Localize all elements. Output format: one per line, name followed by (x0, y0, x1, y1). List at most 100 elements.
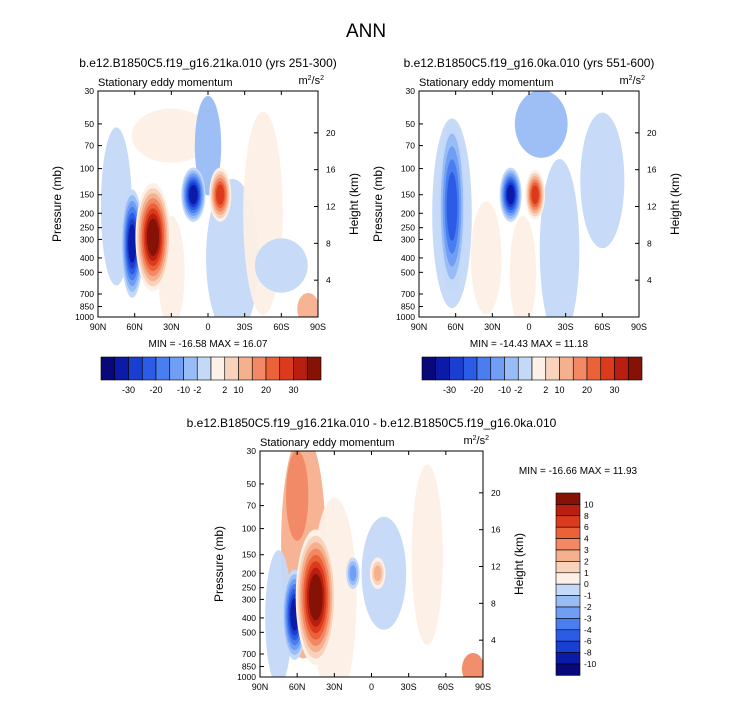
contour-band (461, 652, 483, 677)
colorbar-label: -2 (514, 385, 522, 395)
colorbar-box (462, 356, 478, 381)
y2-tick-label: 20 (326, 128, 336, 138)
contour-band (254, 238, 308, 293)
contour-feature (373, 565, 382, 582)
y-tick-label: 250 (242, 583, 256, 593)
x-tick-label: 30S (237, 322, 253, 332)
y2-axis-title: Height (km) (347, 173, 361, 235)
x-tick-label: 30N (326, 682, 343, 692)
y-tick-label: 700 (242, 649, 256, 659)
colorbar-label: 20 (582, 385, 592, 395)
colorbar-box (555, 606, 581, 619)
y2-tick-label: 12 (647, 202, 657, 212)
contour-band (539, 158, 580, 317)
contour-field (100, 95, 318, 317)
x-tick-label: 0 (526, 322, 531, 332)
panel-variable-label: Stationary eddy momentum (260, 437, 395, 449)
panel-title: b.e12.B1850C5.f19_g16.21ka.010 (yrs 251-… (79, 56, 337, 70)
contour-feature (128, 224, 137, 263)
contour-feature (146, 218, 160, 256)
x-tick-label: 30N (484, 322, 501, 332)
y2-tick-label: 16 (491, 525, 501, 535)
contour-band (194, 95, 222, 196)
y-tick-label: 400 (80, 253, 94, 263)
contour-band (580, 112, 625, 249)
colorbar-label: 20 (261, 385, 271, 395)
colorbar-box (421, 356, 437, 381)
y-tick-label: 70 (85, 141, 95, 151)
y-tick-label: 30 (247, 446, 257, 456)
contour-band (265, 550, 292, 677)
panel-variable-label: Stationary eddy momentum (98, 77, 233, 89)
y-tick-label: 850 (80, 302, 94, 312)
y-tick-label: 500 (242, 627, 256, 637)
colorbar-box (555, 492, 581, 505)
y-tick-label: 150 (401, 190, 415, 200)
colorbar-label: 30 (609, 385, 619, 395)
y2-axis-title: Height (km) (668, 173, 682, 235)
colorbar-label: 10 (554, 385, 564, 395)
y2-tick-label: 12 (326, 202, 336, 212)
colorbar-box (572, 356, 588, 381)
x-tick-label: 60S (438, 682, 454, 692)
contour-band (514, 91, 568, 158)
y-tick-label: 200 (401, 208, 415, 218)
colorbar-label: 2 (222, 385, 227, 395)
contour-band (470, 201, 502, 315)
x-tick-label: 60S (273, 322, 289, 332)
units-label: m2/s2 (619, 75, 645, 87)
colorbar-box (196, 356, 212, 381)
y-tick-label: 70 (247, 501, 257, 511)
colorbar-box (555, 572, 581, 585)
panel-title: b.e12.B1850C5.f19_g16.21ka.010 - b.e12.B… (187, 416, 557, 430)
colorbar-box (128, 356, 143, 381)
colorbar-box (210, 356, 226, 381)
y-tick-label: 300 (401, 234, 415, 244)
contour-feature (446, 172, 458, 241)
y2-tick-label: 20 (647, 128, 657, 138)
y-tick-label: 300 (242, 594, 256, 604)
y2-tick-label: 8 (326, 238, 331, 248)
colorbar-box (490, 356, 505, 381)
x-tick-label: 90S (310, 322, 326, 332)
y-tick-label: 100 (242, 524, 256, 534)
y-tick-label: 200 (242, 568, 256, 578)
colorbar-box (141, 356, 157, 381)
y-tick-label: 250 (401, 223, 415, 233)
contour-field (432, 91, 625, 317)
y2-tick-label: 4 (647, 275, 652, 285)
colorbar-label: 10 (233, 385, 243, 395)
colorbar-label: -1 (584, 591, 592, 601)
colorbar-box (555, 663, 581, 676)
colorbar-label: -10 (584, 659, 597, 669)
colorbar-box (614, 356, 629, 381)
contour-band (286, 451, 309, 541)
colorbar-box (531, 356, 547, 381)
colorbar-label: -8 (584, 648, 592, 658)
contour-feature (308, 573, 323, 621)
colorbar-label: -30 (122, 385, 135, 395)
panel-title: b.e12.B1850C5.f19_g16.0ka.010 (yrs 551-6… (404, 56, 655, 70)
y-axis-title: Pressure (mb) (371, 166, 385, 242)
colorbar-label: -6 (584, 636, 592, 646)
colorbar-box (555, 583, 581, 596)
y2-tick-label: 16 (647, 165, 657, 175)
minmax-label: MIN = -14.43 MAX = 11.18 (470, 339, 589, 350)
colorbar-label: 30 (288, 385, 298, 395)
colorbar-box (545, 356, 560, 381)
page-title: ANN (346, 21, 386, 42)
x-tick-label: 90N (252, 682, 269, 692)
y-tick-label: 1000 (237, 672, 256, 682)
y-tick-label: 1000 (396, 312, 415, 322)
contour-feature (506, 185, 515, 205)
y-axis-title: Pressure (mb) (50, 166, 64, 242)
colorbar-box (555, 640, 581, 653)
colorbar-box (555, 561, 581, 574)
y2-tick-label: 8 (491, 598, 496, 608)
colorbar-label: -4 (584, 625, 592, 635)
contour-band (131, 108, 211, 163)
x-tick-label: 60N (447, 322, 464, 332)
contour-field (265, 451, 483, 677)
x-tick-label: 30S (401, 682, 417, 692)
